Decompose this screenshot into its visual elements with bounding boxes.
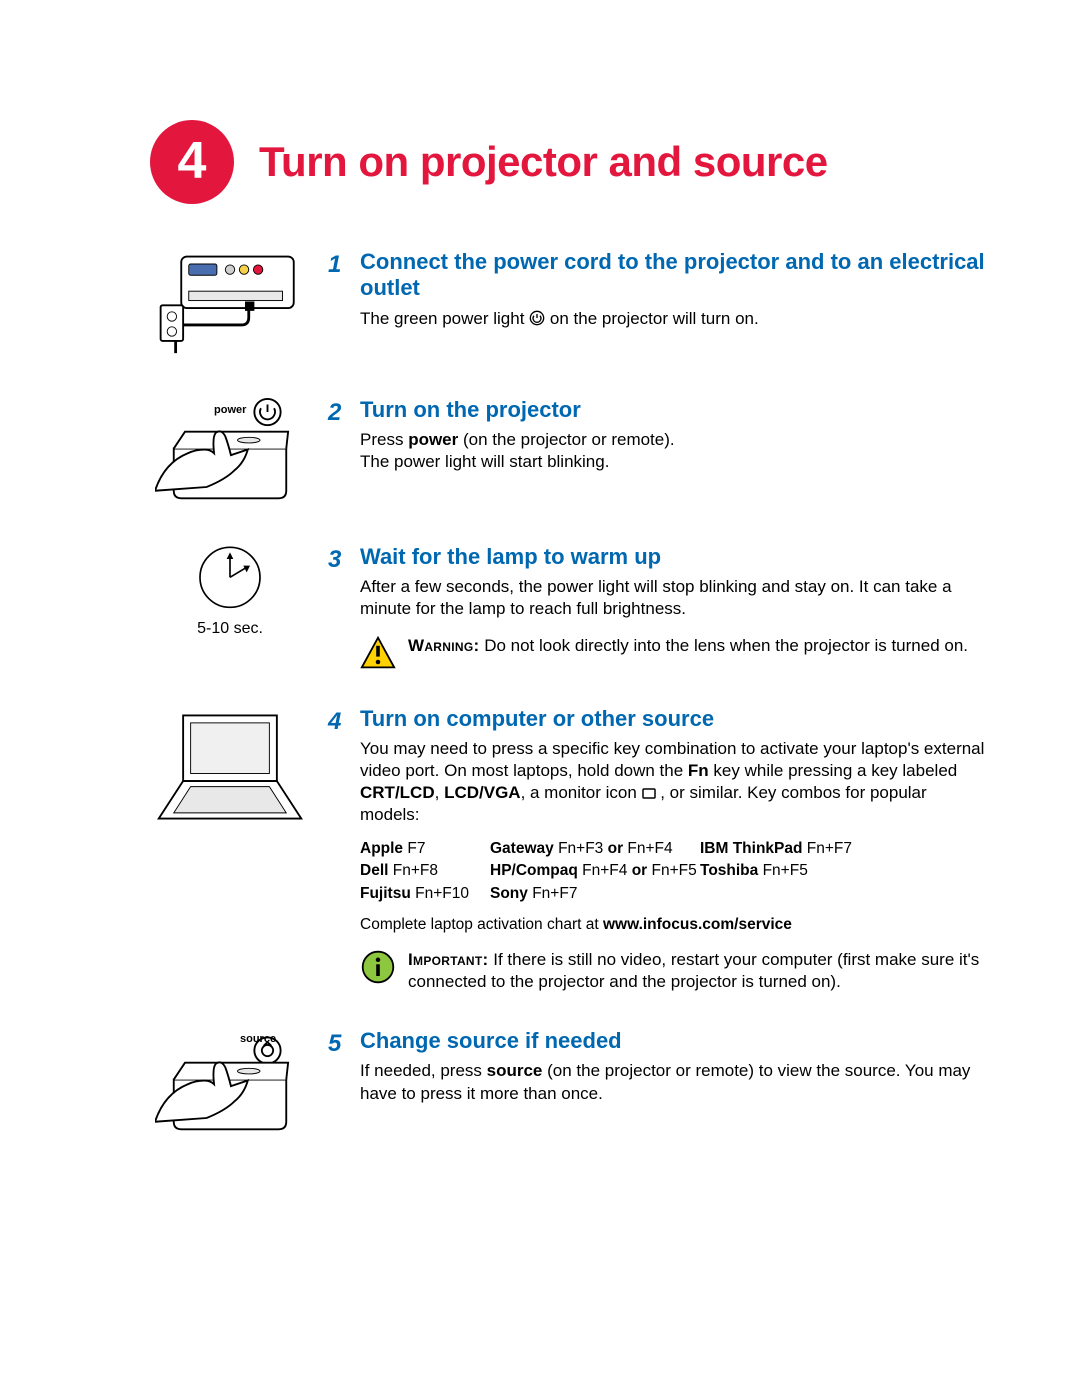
power-button-label: power [214, 403, 246, 417]
step-number: 5 [328, 1028, 348, 1141]
shortcut-cell: Fujitsu Fn+F10 [360, 883, 490, 905]
step-description: After a few seconds, the power light wil… [360, 576, 990, 620]
shortcut-cell: IBM ThinkPad Fn+F7 [700, 838, 990, 860]
step-1: 1 Connect the power cord to the projecto… [150, 249, 990, 362]
step-description: You may need to press a specific key com… [360, 738, 990, 826]
step-title: Connect the power cord to the projector … [360, 249, 990, 302]
steps-list: 1 Connect the power cord to the projecto… [150, 249, 990, 1141]
step-2-illustration: power [150, 397, 310, 510]
step-4: 4 Turn on computer or other source You m… [150, 706, 990, 994]
step-title: Change source if needed [360, 1028, 990, 1054]
page-header: 4 Turn on projector and source [150, 120, 990, 204]
shortcut-cell: Dell Fn+F8 [360, 860, 490, 882]
step-number: 4 [328, 706, 348, 994]
step-1-illustration [150, 249, 310, 362]
info-callout: Important: If there is still no video, r… [360, 949, 990, 993]
step-title: Turn on computer or other source [360, 706, 990, 732]
source-button-label: source [240, 1032, 276, 1046]
projector-outlet-icon [155, 249, 305, 362]
step-description: Press power (on the projector or remote)… [360, 429, 990, 473]
step-4-illustration [150, 706, 310, 994]
step-3: 5-10 sec. 3 Wait for the lamp to warm up… [150, 544, 990, 671]
shortcut-cell: Toshiba Fn+F5 [700, 860, 990, 882]
step-number: 3 [328, 544, 348, 671]
hand-press-source-icon [155, 1028, 305, 1141]
step-number: 1 [328, 249, 348, 362]
info-icon [360, 949, 396, 985]
shortcut-cell: Gateway Fn+F3 or Fn+F4 [490, 838, 700, 860]
warning-text: Warning: Do not look directly into the l… [408, 635, 968, 657]
step-2: power 2 Turn on the projector Press powe… [150, 397, 990, 510]
clock-icon [180, 544, 280, 619]
step-description: If needed, press source (on the projecto… [360, 1060, 990, 1104]
shortcut-cell: Sony Fn+F7 [490, 883, 700, 905]
step-title: Wait for the lamp to warm up [360, 544, 990, 570]
step-3-illustration: 5-10 sec. [150, 544, 310, 671]
step-number: 2 [328, 397, 348, 510]
activation-chart-footnote: Complete laptop activation chart at www.… [360, 915, 990, 935]
shortcut-cell: HP/Compaq Fn+F4 or Fn+F5 [490, 860, 700, 882]
step-5: source 5 Change source if needed If need… [150, 1028, 990, 1141]
page-title: Turn on projector and source [259, 135, 828, 190]
shortcuts-table: Apple F7Gateway Fn+F3 or Fn+F4IBM ThinkP… [360, 838, 990, 904]
clock-caption: 5-10 sec. [197, 619, 263, 640]
shortcut-cell: Apple F7 [360, 838, 490, 860]
info-text: Important: If there is still no video, r… [408, 949, 990, 993]
laptop-icon [155, 706, 305, 837]
warning-icon [360, 635, 396, 671]
step-5-illustration: source [150, 1028, 310, 1141]
warning-callout: Warning: Do not look directly into the l… [360, 635, 990, 671]
shortcut-cell [700, 883, 990, 905]
step-title: Turn on the projector [360, 397, 990, 423]
page-number-badge: 4 [150, 120, 234, 204]
step-description: The green power light on the projector w… [360, 308, 990, 330]
